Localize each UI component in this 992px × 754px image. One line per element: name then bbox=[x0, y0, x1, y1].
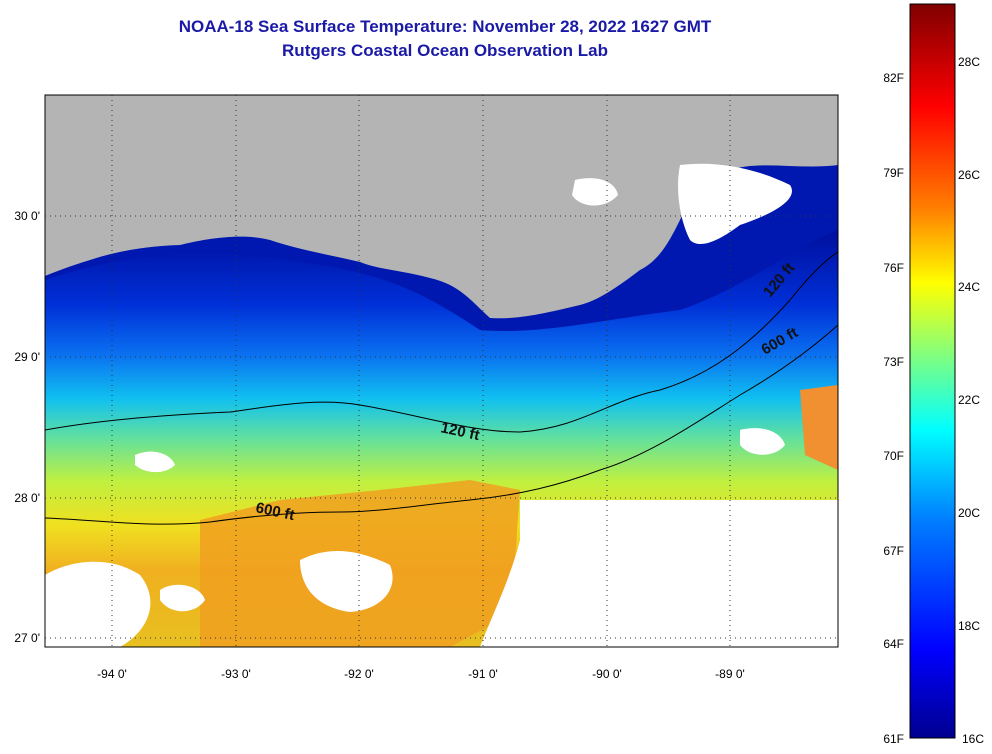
colorbar-f-label: 67F bbox=[883, 544, 904, 558]
lon-label: -92 0' bbox=[344, 667, 374, 681]
warm-water-east bbox=[800, 385, 838, 470]
colorbar-f-label: 76F bbox=[883, 261, 904, 275]
cloud-patch-1 bbox=[300, 550, 393, 612]
colorbar-c-label: 24C bbox=[958, 280, 980, 294]
lon-label: -91 0' bbox=[468, 667, 498, 681]
map-subtitle: Rutgers Coastal Ocean Observation Lab bbox=[282, 41, 608, 60]
map-panel bbox=[45, 95, 838, 647]
cloud-patch-3 bbox=[135, 451, 175, 473]
contour-600ft-line bbox=[44, 324, 839, 525]
lon-label: -94 0' bbox=[97, 667, 127, 681]
colorbar-c-label: 28C bbox=[958, 55, 980, 69]
lon-label: -90 0' bbox=[592, 667, 622, 681]
cloud-south bbox=[480, 500, 838, 647]
graticule bbox=[45, 95, 838, 647]
lat-label: 27 0' bbox=[14, 631, 40, 645]
cloud-patch-2 bbox=[160, 584, 205, 612]
longitude-axis: -94 0' -93 0' -92 0' -91 0' -90 0' -89 0… bbox=[97, 667, 745, 681]
colorbar-f-label: 79F bbox=[883, 166, 904, 180]
lat-label: 30 0' bbox=[14, 209, 40, 223]
lon-label: -89 0' bbox=[715, 667, 745, 681]
land-mass bbox=[45, 95, 838, 319]
lat-label: 28 0' bbox=[14, 491, 40, 505]
lon-label: -93 0' bbox=[221, 667, 251, 681]
map-title: NOAA-18 Sea Surface Temperature: Novembe… bbox=[178, 17, 712, 36]
colorbar-f-label: 70F bbox=[883, 449, 904, 463]
colorbar-f-label: 82F bbox=[883, 71, 904, 85]
cloud-delta bbox=[678, 163, 792, 245]
colorbar-c-label: 18C bbox=[958, 619, 980, 633]
colorbar: 82F 79F 76F 73F 70F 67F 64F 61F 28C 26C … bbox=[883, 3, 984, 746]
colorbar-c-label: 22C bbox=[958, 393, 980, 407]
map-frame bbox=[44, 94, 839, 648]
latitude-axis: 30 0' 29 0' 28 0' 27 0' bbox=[14, 209, 40, 645]
colorbar-f-label: 64F bbox=[883, 637, 904, 651]
cloud-patch-5 bbox=[740, 428, 785, 455]
colorbar-c-label: 26C bbox=[958, 168, 980, 182]
colorbar-f-label: 61F bbox=[883, 732, 904, 746]
colorbar-f-label: 73F bbox=[883, 355, 904, 369]
bathymetry-contours bbox=[44, 251, 839, 525]
cloud-patch-4 bbox=[572, 178, 618, 206]
colorbar-scale bbox=[909, 3, 956, 739]
lat-label: 29 0' bbox=[14, 350, 40, 364]
colorbar-c-label: 16C bbox=[962, 732, 984, 746]
colorbar-c-label: 20C bbox=[958, 506, 980, 520]
cloud-southwest bbox=[45, 561, 151, 647]
contour-120ft-line bbox=[44, 251, 839, 433]
